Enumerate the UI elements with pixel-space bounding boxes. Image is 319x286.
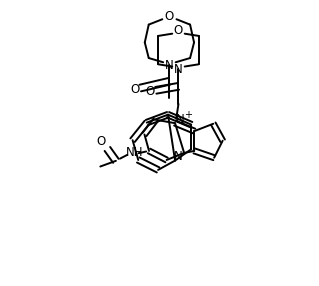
Text: O: O [165, 11, 174, 23]
Text: +: + [184, 110, 192, 120]
Text: N: N [174, 63, 183, 76]
Text: O: O [145, 85, 155, 98]
Text: N: N [165, 59, 174, 72]
Text: O: O [96, 135, 106, 148]
Text: N: N [176, 113, 185, 126]
Text: O: O [130, 83, 139, 96]
Text: O: O [174, 24, 183, 37]
Text: N: N [174, 150, 183, 163]
Text: NH: NH [126, 146, 143, 159]
